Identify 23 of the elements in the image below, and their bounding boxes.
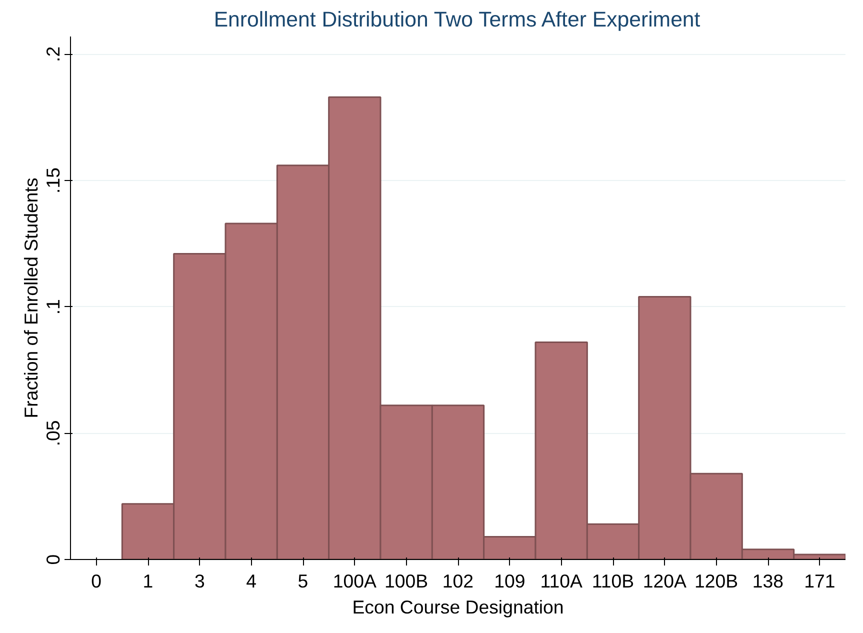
x-tick-label: 171 [804,570,836,592]
x-tick-label: 5 [298,570,308,592]
x-axis-title: Econ Course Designation [352,596,564,618]
x-tick-label: 120A [642,570,688,592]
x-tick-label: 102 [442,570,474,592]
y-tick-label: .15 [42,168,64,194]
chart-title: Enrollment Distribution Two Terms After Experiment [214,8,700,32]
x-tick-label: 3 [194,570,205,592]
x-tick-label: 109 [494,570,526,592]
x-tick-label: 110A [540,570,583,592]
x-tick-label: 0 [91,570,102,592]
x-tick-label: 1 [142,570,154,592]
y-tick-label: .2 [42,46,64,62]
x-tick-label: 100B [384,570,428,592]
x-tick-label: 100A [332,570,378,592]
y-tick-label: .05 [42,420,64,446]
y-axis-title: Fraction of Enrolled Students [20,178,42,418]
x-tick-label: 138 [752,570,784,592]
y-tick-label: 0 [42,554,64,565]
x-tick-label: 4 [246,570,257,592]
x-tick-label: 110B [592,570,634,592]
x-tick-label: 120B [694,570,738,592]
y-tick-label: .1 [42,299,64,315]
